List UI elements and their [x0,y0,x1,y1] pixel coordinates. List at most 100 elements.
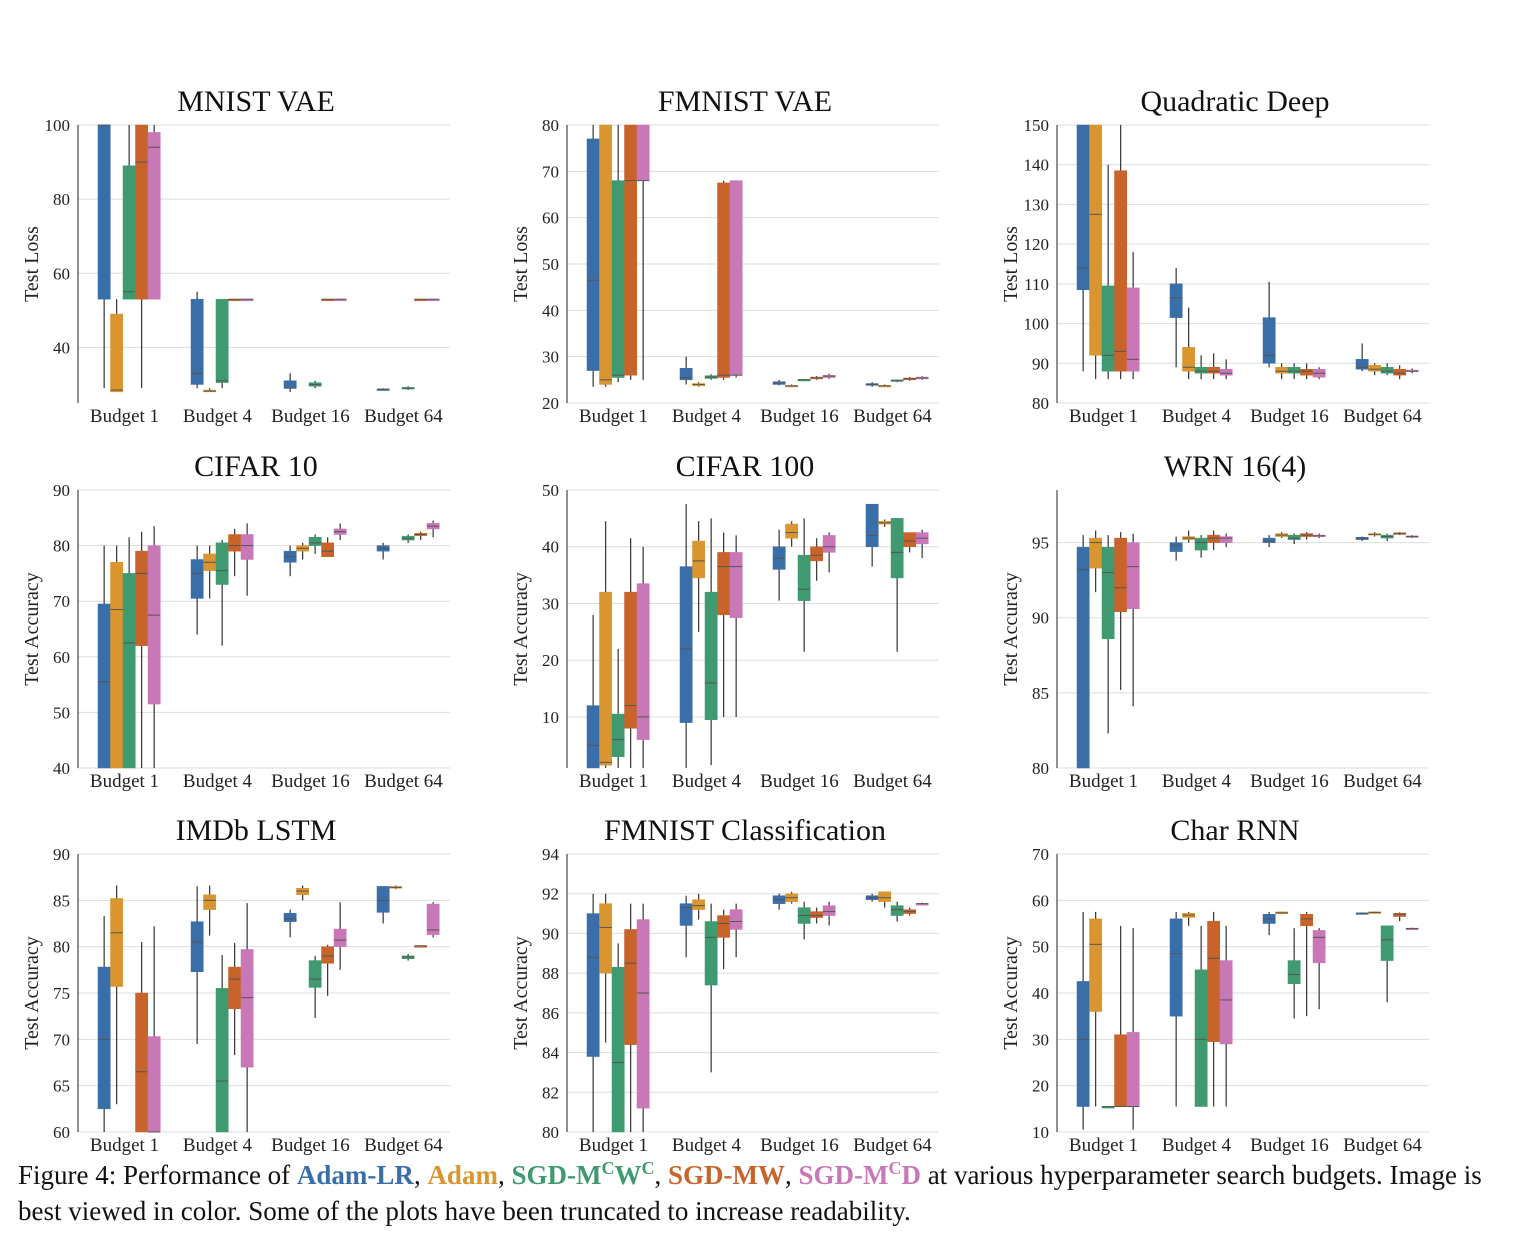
y-axis-label: Test Loss [21,226,43,302]
x-tick-label: Budget 64 [1343,406,1422,427]
y-tick-label: 10 [542,708,559,727]
box-adam [785,523,799,539]
y-tick-label: 90 [542,924,559,943]
x-tick-label: Budget 64 [853,406,932,427]
panel-1: FMNIST VAE 20 30 40 50 60 70 80 Test Loss Budget … [510,85,939,427]
box-adam [1368,365,1382,372]
y-axis-label: Test Accuracy [510,936,532,1050]
y-tick-label: 120 [1024,235,1050,254]
box-sgd-mw [1114,1034,1128,1107]
x-tick-label: Budget 1 [1069,406,1138,427]
box-adam-lr [97,124,111,300]
box-adam-lr [283,380,297,389]
box-adam-lr [1262,317,1276,364]
caption-method-sgd-mw: SGD-MW [667,1160,785,1190]
box-adam [599,591,613,766]
box-sgd-mw [810,911,824,918]
box-adam-lr [190,921,204,972]
panel-title: CIFAR 10 [194,450,318,483]
y-tick-label: 20 [542,394,559,413]
box-sgd-mcwc [1194,537,1208,551]
y-axis-label: Test Loss [1000,226,1022,302]
box-adam [878,891,892,902]
x-tick-label: Budget 4 [1162,406,1232,427]
box-adam-lr [1076,124,1090,291]
y-tick-label: 70 [542,162,559,181]
y-tick-label: 84 [542,1044,560,1063]
x-tick-label: Budget 16 [1250,406,1329,427]
y-axis-label: Test Accuracy [21,936,43,1050]
box-sgd-mw [1207,534,1221,543]
panel-title: CIFAR 100 [676,450,815,483]
caption-method-adam-lr: Adam-LR [296,1160,414,1190]
x-tick-label: Budget 16 [271,1135,350,1156]
panel-title: Quadratic Deep [1140,85,1329,118]
box-sgd-mcd [636,124,650,181]
panel-8: Char RNN 10 20 30 40 50 60 70 Test Accuracy Budge… [1000,814,1429,1156]
box-sgd-mcwc [1101,285,1115,372]
panel-0: MNIST VAE 40 60 80 100 Test Loss Budget 1 Budge… [21,85,450,427]
box-sgd-mw [1393,913,1407,917]
box-sgd-mcd [1126,1032,1140,1107]
box-sgd-mw [135,992,149,1133]
box-sgd-mcwc [308,960,322,988]
box-adam-lr [1169,542,1183,552]
y-tick-label: 94 [542,845,560,864]
box-sgd-mcd [333,928,347,947]
y-tick-label: 82 [542,1083,559,1102]
box-sgd-mcd [1219,960,1233,1045]
box-adam-lr [865,503,879,547]
box-sgd-mw [1207,920,1221,1042]
box-sgd-mw [717,915,731,938]
x-tick-label: Budget 4 [183,771,253,792]
y-tick-label: 40 [53,338,70,357]
box-sgd-mcd [1219,368,1233,376]
box-sgd-mw [321,542,335,557]
box-sgd-mcwc [215,988,229,1133]
y-tick-label: 90 [1032,354,1049,373]
box-sgd-mcwc [1287,960,1301,984]
box-sgd-mcd [1312,930,1326,964]
x-tick-label: Budget 64 [853,771,932,792]
box-sgd-mcwc [890,905,904,916]
box-sgd-mcd [822,905,836,916]
panel-7: FMNIST Classification 80 82 84 86 88 90 92 94 Tes… [510,814,939,1156]
box-sgd-mw [717,182,731,378]
y-tick-label: 60 [53,264,70,283]
box-adam [1182,347,1196,372]
box-adam [599,124,613,385]
box-adam-lr [586,138,600,371]
x-tick-label: Budget 1 [90,406,159,427]
x-tick-label: Budget 4 [183,406,253,427]
panel-2: Quadratic Deep 80 90 100 110 120 130 140 150 Test… [1000,85,1429,427]
box-adam-lr [1076,981,1090,1107]
box-adam-lr [190,559,204,599]
x-tick-label: Budget 1 [579,1135,648,1156]
box-sgd-mcd [240,534,254,560]
x-tick-label: Budget 16 [271,771,350,792]
box-adam [692,540,706,579]
x-tick-label: Budget 1 [1069,771,1138,792]
box-sgd-mw [1393,368,1407,376]
x-tick-label: Budget 4 [1162,1135,1232,1156]
box-sgd-mcd [729,909,743,930]
box-sgd-mcwc [1380,367,1394,374]
box-adam-lr [1262,537,1276,543]
y-tick-label: 150 [1024,116,1050,135]
caption-post: at various hyperparameter search budgets… [18,1160,1482,1226]
y-tick-label: 80 [53,537,70,556]
box-adam-lr [97,966,111,1110]
x-tick-label: Budget 1 [1069,1135,1138,1156]
panel-title: WRN 16(4) [1164,450,1306,483]
caption-method-sgd-mcwc: SGD-MCWC [511,1158,655,1190]
y-tick-label: 88 [542,964,559,983]
box-sgd-mcwc [1380,925,1394,961]
box-sgd-mcwc [704,921,718,986]
y-tick-label: 40 [542,301,559,320]
box-sgd-mcwc [215,298,229,383]
box-sgd-mw [228,966,242,1010]
box-sgd-mw [1300,368,1314,376]
x-tick-label: Budget 16 [271,406,350,427]
caption-method-adam: Adam [427,1160,498,1190]
